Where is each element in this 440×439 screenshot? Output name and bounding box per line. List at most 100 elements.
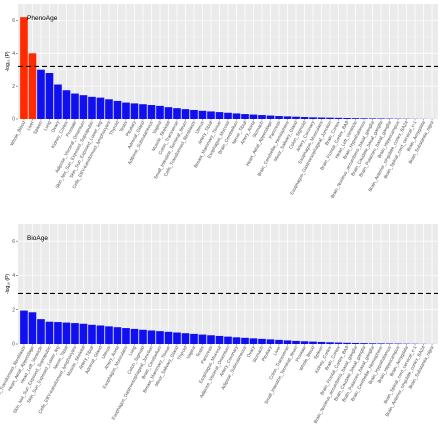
bar [28,53,37,119]
y-tick-label: 4 [12,273,15,279]
y-tick-label: 0 [12,342,15,348]
bar [360,343,368,344]
bar [88,96,96,119]
panel-title: PhenoAge [27,15,58,22]
bar [351,342,360,344]
bar [181,333,190,344]
bar [173,332,181,344]
bar [54,322,62,344]
bar [96,325,105,344]
bar [122,328,130,344]
bar [45,73,54,119]
bar [300,341,309,344]
bar [368,343,377,344]
bar [198,110,207,119]
bar [130,328,139,344]
bar [292,116,300,119]
x-tick-label: Thyroid [176,345,188,361]
bar [317,117,326,119]
bar [45,321,54,344]
x-tick-label: Liver [272,345,281,357]
bar [88,324,96,344]
bar [258,115,266,119]
bar [105,326,113,344]
bar [139,104,147,119]
bar [266,339,275,344]
x-tick-label: Uterus [194,120,205,135]
bar [156,105,164,119]
bar [241,337,249,344]
x-tick-label: Spleen [32,120,43,135]
bar [351,118,360,119]
y-axis-label: -log₁₀ (P) [5,274,11,294]
bar [207,111,215,119]
bar [334,342,343,344]
bar [164,331,173,344]
bar [139,329,147,344]
bar [62,90,71,119]
bar [207,335,215,344]
bar [292,340,300,344]
bar [283,340,292,344]
bar [20,17,28,120]
bar [156,331,164,344]
bar [241,114,249,119]
bar [28,312,37,344]
bar [20,310,28,344]
bar [122,102,130,119]
bar [360,118,368,119]
bar [79,323,88,344]
bar [198,334,207,344]
bar [215,335,224,344]
bar [326,117,334,119]
bar [37,69,45,119]
bar [113,327,122,344]
bar [326,342,334,344]
bar [37,319,45,344]
bar [275,339,283,344]
bar [283,116,292,119]
bar [215,112,224,119]
bar [181,109,190,119]
bar [309,341,317,344]
bar [275,116,283,119]
x-tick-label: Thyroid [108,120,120,136]
bar [190,333,198,344]
x-tick-label: Ovary [50,120,60,134]
bar [232,113,241,119]
y-tick-label: 6 [12,18,15,24]
x-tick-label: Spleen [313,345,324,360]
bar [258,338,266,344]
bar [368,118,377,119]
bar [164,107,173,119]
bar [224,336,232,344]
bar [232,337,241,344]
bar [71,93,79,119]
bar [309,117,317,119]
bar [96,97,105,119]
x-tick-label: Vagina [185,345,196,360]
x-tick-label: Lung [128,345,137,357]
y-tick-label: 0 [12,117,15,123]
x-tick-label: Ovary [246,345,256,359]
x-tick-label: Testis [195,345,205,358]
bar [62,322,71,344]
chart-panel-bioage: 0246Cells_Transformed_fibroblastsHeart_A… [0,224,438,424]
bar [385,343,394,344]
x-tick-label: Whole_Blood [9,120,26,147]
bar [105,99,113,119]
bar [317,341,326,344]
x-tick-label: Liver [26,120,35,132]
bar [173,108,181,119]
bar [249,114,258,119]
bar [343,342,351,344]
y-tick-label: 6 [12,239,15,245]
bar [190,109,198,119]
x-tick-label: Lung [43,120,52,132]
bar [224,112,232,119]
y-tick-label: 4 [12,51,15,57]
bar [334,117,343,119]
y-tick-label: 2 [12,84,15,90]
